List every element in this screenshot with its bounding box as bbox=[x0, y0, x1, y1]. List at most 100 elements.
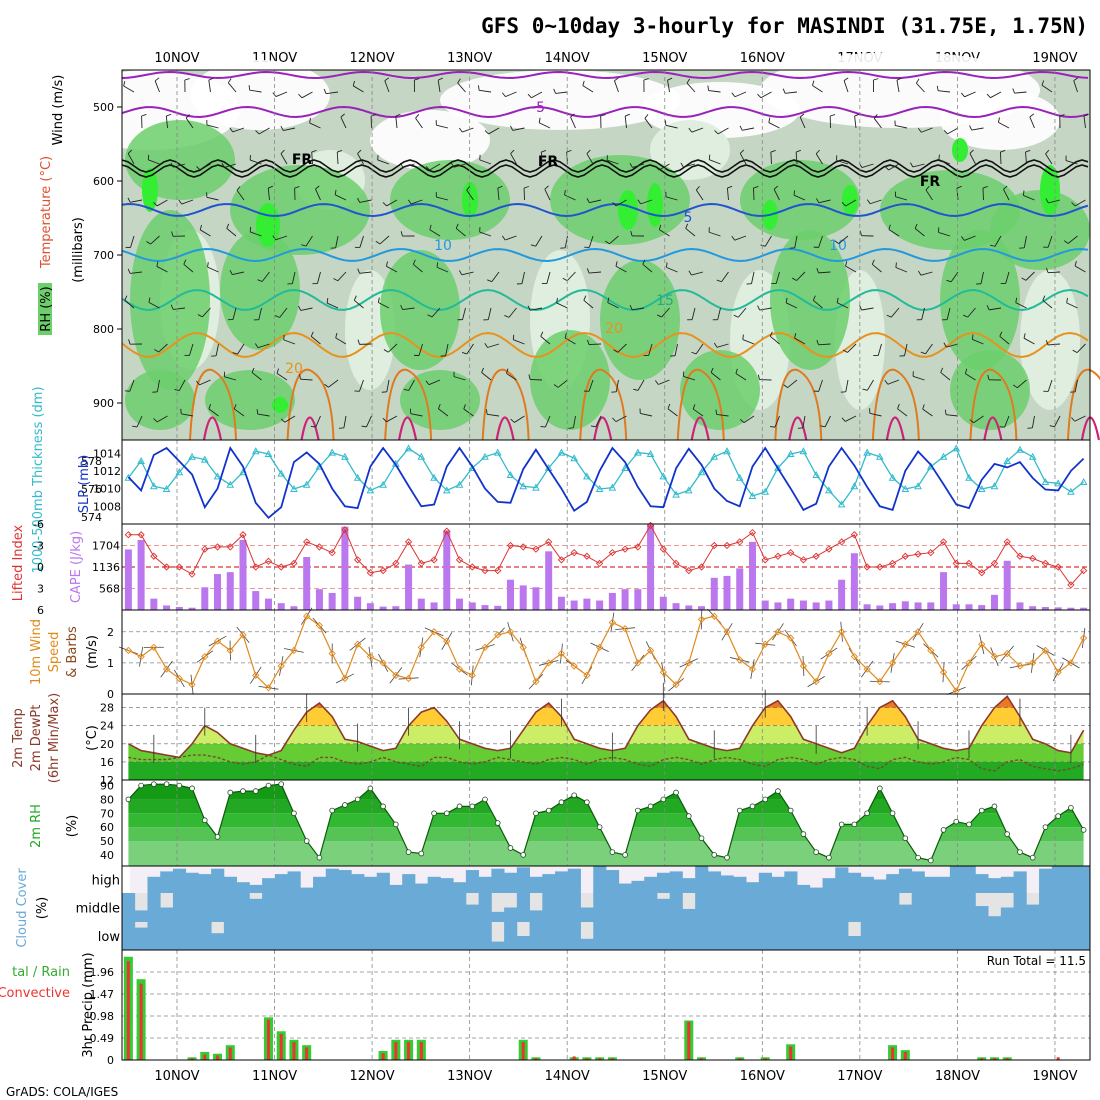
cloud-cover-bar bbox=[364, 893, 378, 922]
wind-barb-flag bbox=[938, 154, 940, 160]
wind-barb bbox=[1048, 343, 1061, 346]
wind-barb bbox=[431, 307, 441, 318]
cape-bar bbox=[315, 589, 323, 610]
wind-barb-flag bbox=[987, 374, 990, 380]
cape-bar bbox=[723, 575, 731, 610]
wind-speed-point bbox=[978, 640, 986, 648]
wind-barb bbox=[768, 122, 780, 129]
cloud-cover-bar bbox=[160, 922, 174, 950]
wind-barb bbox=[508, 307, 517, 318]
isotherm-minus10 bbox=[121, 70, 1089, 80]
cloud-cover-bar bbox=[529, 910, 543, 922]
cloud-cover-bar bbox=[924, 922, 938, 950]
wind-speed-point bbox=[595, 643, 604, 651]
thickness-point bbox=[710, 452, 719, 460]
cloud-cover-bar bbox=[822, 893, 836, 922]
cloud-cover-bar bbox=[338, 893, 352, 922]
temp-bands bbox=[128, 696, 1084, 780]
cloud-cover-bar bbox=[758, 922, 772, 950]
wind-barb-flag bbox=[922, 404, 925, 410]
wind-barb-flag bbox=[686, 78, 691, 84]
wind-barb bbox=[546, 271, 551, 284]
cape-bar bbox=[710, 577, 718, 610]
cloud-cover-bar bbox=[338, 870, 352, 893]
rh-point bbox=[291, 810, 297, 817]
cloud-cover-bar bbox=[287, 871, 301, 893]
wind-barb-flag bbox=[333, 278, 339, 282]
cape-bar bbox=[506, 579, 514, 610]
cloud-cover-bar bbox=[758, 872, 772, 893]
wind-barb-flag bbox=[692, 404, 696, 410]
temp-axis-label-c: (6hr Min/Max) bbox=[47, 693, 62, 783]
rh-point bbox=[775, 788, 781, 794]
lifted-index-point bbox=[914, 550, 922, 558]
rh-tick-label: 40 bbox=[100, 849, 114, 862]
cloud-cover-bar bbox=[274, 874, 288, 893]
wind-barb bbox=[555, 91, 568, 94]
precip-convective-bar bbox=[789, 1046, 793, 1060]
day-label-bottom: 13NOV bbox=[447, 1069, 492, 1084]
thickness-point bbox=[493, 448, 502, 456]
wind-barb bbox=[869, 412, 882, 417]
wind-barb bbox=[156, 266, 168, 273]
wind-barb bbox=[411, 199, 423, 205]
cape-bar bbox=[634, 589, 642, 610]
wind-barb bbox=[418, 343, 423, 356]
wind-barb bbox=[854, 116, 857, 129]
wind-barb bbox=[640, 413, 653, 417]
wind-barb bbox=[861, 163, 874, 169]
temp-axis-label-d: (°C) bbox=[85, 725, 100, 751]
wind-barb bbox=[505, 91, 517, 98]
temp-tick-label: 12 bbox=[100, 774, 114, 787]
cloud-cover-bar bbox=[835, 922, 849, 950]
cloud-cover-bar bbox=[1000, 876, 1014, 893]
wind-barb-flag bbox=[859, 305, 863, 311]
cape-bar bbox=[596, 600, 604, 610]
isotherm-30 bbox=[202, 416, 223, 441]
cloud-cover-bar bbox=[975, 874, 989, 893]
wind-barb-flag bbox=[925, 185, 930, 191]
wind-barb-flag bbox=[156, 261, 159, 267]
cloud-cover-bar bbox=[835, 867, 849, 893]
wind-barb bbox=[237, 343, 245, 355]
wind-barb bbox=[408, 379, 415, 391]
cape-bar bbox=[736, 568, 744, 610]
cloud-cover-bar bbox=[313, 922, 327, 950]
wind-barb bbox=[658, 163, 670, 171]
cloud-cover-bar bbox=[822, 878, 836, 893]
wind-speed-point bbox=[150, 643, 158, 651]
precip-convective-bar bbox=[687, 1021, 691, 1060]
wind-barb bbox=[775, 271, 780, 284]
rh-point bbox=[622, 852, 628, 858]
wind-barb-flag bbox=[812, 80, 815, 86]
lifted-index-point bbox=[137, 531, 145, 539]
wind-barb bbox=[1014, 91, 1027, 94]
cloud-cover-bar bbox=[172, 868, 187, 893]
wind-barb bbox=[130, 235, 135, 248]
rh2m-unit-label: (%) bbox=[65, 815, 80, 838]
cloud-cover-bar bbox=[478, 876, 492, 893]
cloud-cover-bar bbox=[860, 876, 874, 893]
cape-bar bbox=[1029, 606, 1037, 610]
cloud-cover-bar bbox=[720, 875, 734, 893]
lifted-index-point bbox=[353, 556, 362, 564]
wind-barb bbox=[813, 299, 823, 309]
isotherm-30 bbox=[398, 416, 418, 441]
wind-barb bbox=[336, 151, 339, 165]
thickness-point bbox=[990, 482, 999, 490]
wind-barb-flag bbox=[257, 279, 263, 282]
rh-point bbox=[736, 807, 743, 814]
wind-barb-flag bbox=[715, 409, 718, 415]
wind-speed-point bbox=[545, 659, 553, 667]
wind-speed-point bbox=[201, 653, 209, 661]
cloud-cover-bar bbox=[376, 872, 390, 893]
wind-barb bbox=[683, 163, 696, 168]
rh-point bbox=[138, 782, 144, 789]
precip-convective-bar bbox=[585, 1058, 589, 1060]
wind-barb-flag bbox=[268, 185, 274, 189]
thickness-point bbox=[149, 482, 158, 490]
wind-barb-flag bbox=[487, 279, 493, 283]
temp-line bbox=[128, 695, 1085, 759]
rh-point bbox=[431, 810, 437, 817]
